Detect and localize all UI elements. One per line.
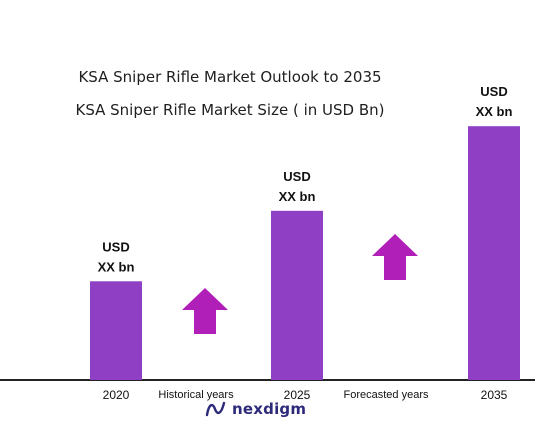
growth-arrow-2	[372, 234, 418, 280]
annotation-forecasted-years: Forecasted years	[344, 389, 429, 401]
x-tick-2020: 2020	[103, 388, 130, 402]
logo-text: nexdigm	[232, 400, 307, 418]
data-label-2025-2: XX bn	[279, 189, 316, 204]
bar-2035	[468, 126, 520, 380]
x-tick-2025: 2025	[284, 388, 311, 402]
data-label-2035-1: USD	[480, 84, 507, 99]
data-label-2020-1: USD	[102, 239, 129, 254]
chart-title: KSA Sniper Rifle Market Outlook to 2035	[78, 68, 382, 86]
data-label-2035-2: XX bn	[476, 104, 513, 119]
data-label-2025-1: USD	[283, 169, 310, 184]
x-tick-2035: 2035	[481, 388, 508, 402]
bar-2020	[90, 281, 142, 380]
growth-arrow-1	[182, 288, 228, 334]
chart-subtitle: KSA Sniper Rifle Market Size ( in USD Bn…	[75, 101, 385, 119]
bar-2025	[271, 210, 323, 380]
annotation-historical-years: Historical years	[158, 389, 234, 401]
data-label-2020-2: XX bn	[98, 259, 135, 274]
nexdigm-logo-icon	[205, 401, 226, 417]
nexdigm-logo: nexdigm	[205, 399, 306, 419]
